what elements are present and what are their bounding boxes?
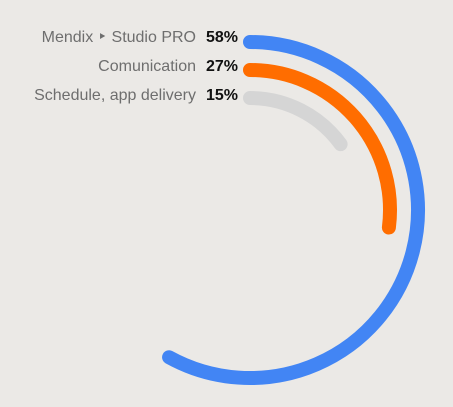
series-name-label-3: Schedule, app delivery <box>34 87 196 104</box>
series-name-label-2: Comunication <box>98 58 196 75</box>
series-value-label-3: 15% <box>206 87 238 104</box>
series-value-label-1: 58% <box>206 29 238 46</box>
series-name-label-1: Mendix ‣ Studio PRO <box>42 29 196 46</box>
series-value-label-2: 27% <box>206 58 238 75</box>
radial-bar-3 <box>250 98 341 144</box>
